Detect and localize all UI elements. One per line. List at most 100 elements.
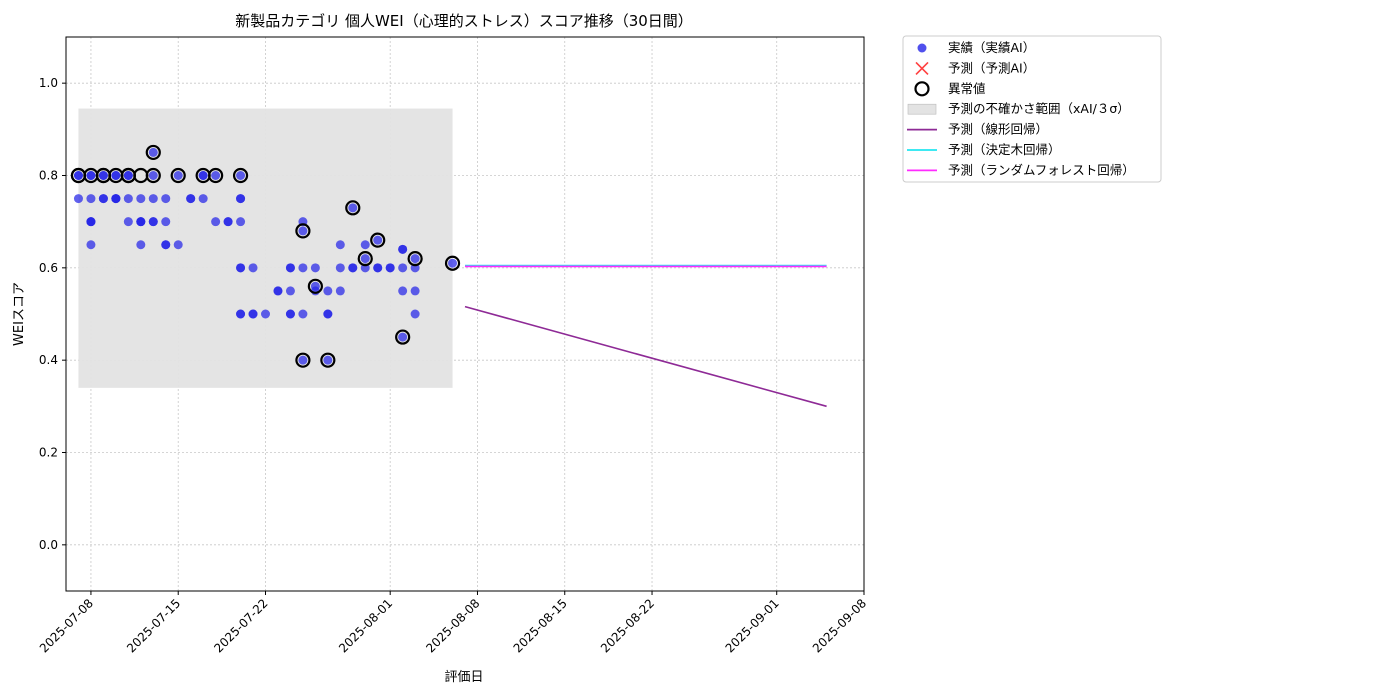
anomaly-marker	[444, 255, 461, 271]
y-tick-label: 0.8	[39, 169, 58, 183]
actual-point	[335, 240, 345, 250]
x-tick-label: 2025-08-15	[511, 596, 570, 655]
actual-point	[98, 194, 108, 204]
actual-point	[348, 263, 358, 273]
actual-point	[136, 240, 146, 250]
actual-point	[323, 309, 333, 319]
anomaly-marker	[145, 144, 161, 161]
actual-point	[211, 217, 221, 227]
legend-marker-band	[907, 103, 937, 115]
actual-point	[298, 355, 308, 365]
anomaly-marker	[357, 251, 373, 267]
actual-point	[285, 309, 295, 319]
anomaly-marker	[345, 200, 361, 216]
actual-point	[198, 194, 208, 204]
actual-point	[298, 226, 308, 236]
legend-label: 予測（決定木回帰）	[948, 142, 1061, 157]
actual-point	[123, 217, 133, 227]
legend-item-linear: 予測（線形回帰）	[907, 122, 1048, 137]
actual-point	[285, 263, 295, 273]
legend-box	[902, 35, 1162, 183]
actual-point	[410, 286, 420, 296]
actual-point	[261, 309, 270, 319]
actual-point	[148, 171, 158, 180]
actual-point	[273, 286, 283, 296]
x-tick-label: 2025-09-01	[723, 596, 782, 655]
actual-point	[248, 263, 258, 273]
legend-label: 予測（ランダムフォレスト回帰）	[948, 162, 1135, 177]
y-tick-label: 1.0	[39, 76, 58, 90]
actual-point	[86, 171, 96, 180]
actual-point	[323, 286, 333, 296]
actual-point	[398, 244, 408, 254]
actual-point	[236, 171, 246, 180]
uncertainty-band	[78, 108, 453, 388]
anomaly-marker	[170, 167, 186, 184]
actual-point	[323, 355, 333, 365]
x-tick-label: 2025-07-22	[211, 596, 270, 655]
actual-point	[73, 171, 83, 180]
actual-point	[410, 309, 420, 319]
actual-point	[385, 263, 395, 273]
x-axis-label: 評価日	[444, 670, 483, 685]
x-tick-label: 2025-08-01	[336, 596, 395, 655]
actual-point	[86, 240, 96, 250]
x-tick-label: 2025-08-08	[423, 596, 482, 655]
actual-point	[335, 286, 345, 296]
actual-point	[161, 217, 171, 227]
actual-point	[173, 240, 183, 250]
actual-point	[360, 240, 370, 250]
legend-item-forest: 予測（ランダムフォレスト回帰）	[907, 162, 1135, 177]
anomaly-marker	[407, 251, 423, 267]
x-tick-label: 2025-08-22	[598, 596, 657, 655]
actual-point	[298, 263, 308, 273]
actual-point	[398, 332, 408, 342]
y-tick-label: 0.4	[39, 353, 58, 367]
legend-marker-anomaly	[914, 81, 930, 97]
actual-point	[111, 194, 121, 204]
actual-point	[310, 263, 320, 273]
actual-point	[373, 235, 383, 245]
actual-point	[123, 171, 133, 180]
actual-point	[148, 217, 158, 227]
actual-point	[73, 194, 83, 204]
x-tick-label: 2025-07-15	[124, 596, 183, 655]
actual-point	[161, 194, 171, 204]
actual-point	[86, 194, 96, 204]
legend-item-anomaly: 異常値	[914, 81, 986, 97]
actual-point	[236, 263, 246, 273]
legend-marker-predicted	[915, 61, 929, 75]
y-tick-label: 0.0	[39, 538, 58, 552]
anomaly-marker	[307, 278, 323, 294]
actual-point	[410, 254, 420, 264]
actual-point	[148, 147, 158, 157]
legend-label: 実績（実績AI）	[948, 40, 1035, 55]
anomaly-marker	[295, 223, 311, 239]
actual-point	[285, 286, 295, 296]
y-tick-label: 0.6	[39, 261, 58, 275]
x-tick-label: 2025-09-08	[810, 596, 869, 655]
y-tick-label: 0.2	[39, 446, 58, 460]
actual-point	[248, 309, 258, 319]
actual-point	[136, 217, 146, 227]
anomaly-marker	[370, 232, 386, 248]
legend-label: 異常値	[948, 81, 986, 96]
actual-point	[335, 263, 345, 273]
actual-point	[86, 217, 96, 227]
actual-point	[198, 171, 208, 180]
legend-item-actual: 実績（実績AI）	[917, 40, 1035, 55]
legend-item-band: 予測の不確かさ範囲（xAI/３σ）	[907, 101, 1130, 116]
legend-item-predicted: 予測（予測AI）	[915, 60, 1035, 75]
anomaly-marker	[295, 352, 311, 368]
anomaly-marker	[208, 167, 224, 184]
actual-point	[136, 194, 146, 204]
actual-point	[123, 194, 133, 204]
y-axis-label: WEIスコア	[12, 282, 27, 346]
plot-area: 0.0 0.2 0.4 0.6 0.8 1.0 2025-07-08 2025-07-15 20…	[37, 36, 869, 655]
legend-label: 予測（予測AI）	[948, 60, 1035, 75]
plot-frame	[65, 36, 865, 592]
actual-point	[173, 171, 183, 180]
actual-point	[161, 240, 171, 250]
